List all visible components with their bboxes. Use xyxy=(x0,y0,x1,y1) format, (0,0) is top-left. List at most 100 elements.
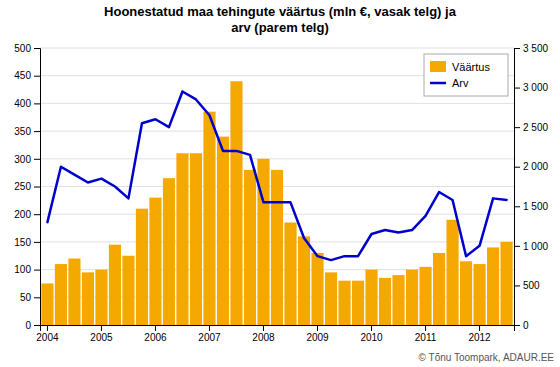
x-tick-mark xyxy=(371,325,372,331)
x-tick-mark xyxy=(425,325,426,331)
y2-tick-label: 1 500 xyxy=(523,201,548,212)
y2-tick-label: 3 000 xyxy=(523,82,548,93)
bar xyxy=(163,178,175,325)
x-tick-label: 2011 xyxy=(415,332,437,343)
y2-axis-line xyxy=(515,49,521,326)
x-tick: 2007 xyxy=(198,325,221,343)
title: Hoonestatud maa tehingute väärtus (mln €… xyxy=(104,4,457,35)
y2-tick-label: 3 500 xyxy=(523,43,548,54)
y-tick-label: 350 xyxy=(14,126,31,137)
bar xyxy=(136,209,148,325)
y2-tick: 3 000 xyxy=(514,82,548,93)
x-tick-label: 2005 xyxy=(90,332,113,343)
y2-tick-label: 1 000 xyxy=(523,241,548,252)
y-tick: 200 xyxy=(14,209,40,220)
y2-axis: 0 500 1 000 1 500 2 000 2 500 3 000 3 500 xyxy=(514,43,548,331)
y-tick-label: 0 xyxy=(25,320,31,331)
y-tick: 0 xyxy=(25,320,40,331)
y-tick-mark xyxy=(34,242,40,243)
y-tick: 250 xyxy=(14,181,40,192)
bar xyxy=(176,153,188,325)
x-tick: 2004 xyxy=(36,325,59,343)
x-tick: 2006 xyxy=(144,325,167,343)
bar xyxy=(419,267,431,325)
y-tick: 350 xyxy=(14,126,40,137)
bar xyxy=(122,256,134,325)
grid-line xyxy=(40,158,514,159)
y-tick-label: 50 xyxy=(20,292,32,303)
x-tick: 2012 xyxy=(468,325,491,343)
y2-tick-mark xyxy=(514,246,520,247)
grid-line xyxy=(40,131,514,132)
y-tick: 450 xyxy=(14,70,40,81)
x-axis-line xyxy=(41,326,515,332)
bar xyxy=(460,261,472,325)
x-tick-mark xyxy=(155,325,156,331)
y-tick-label: 400 xyxy=(14,98,31,109)
bar xyxy=(338,281,350,325)
bar xyxy=(487,247,499,325)
bar xyxy=(284,223,296,325)
x-tick-label: 2010 xyxy=(360,332,383,343)
y-tick-mark xyxy=(34,270,40,271)
marks xyxy=(41,81,512,325)
y-tick-mark xyxy=(34,103,40,104)
legend-swatch xyxy=(430,82,446,85)
x-tick-mark xyxy=(101,325,102,331)
bar xyxy=(311,253,323,325)
y2-tick-label: 0 xyxy=(523,320,529,331)
chart: 2004 2005 2006 2007 2008 2009 2010 2011 2012 0 50 1… xyxy=(0,0,560,367)
x-tick: 2010 xyxy=(360,325,383,343)
grid-line xyxy=(40,48,514,49)
y2-tick: 2 000 xyxy=(514,161,548,172)
bar xyxy=(149,198,161,325)
bar xyxy=(500,242,512,325)
bar xyxy=(190,153,202,325)
y-tick: 150 xyxy=(14,237,40,248)
y-tick-mark xyxy=(34,159,40,160)
bar xyxy=(41,283,53,325)
bar xyxy=(230,81,242,325)
bar xyxy=(244,170,256,325)
bar xyxy=(217,137,229,325)
x-tick: 2009 xyxy=(306,325,329,343)
bar xyxy=(68,259,80,325)
x-tick-mark xyxy=(263,325,264,331)
y2-tick-mark xyxy=(514,285,520,286)
x-tick-label: 2009 xyxy=(306,332,329,343)
y-tick-label: 100 xyxy=(14,264,31,275)
bars xyxy=(41,81,512,325)
y2-tick-mark xyxy=(514,206,520,207)
grid-line xyxy=(40,103,514,104)
bar xyxy=(446,220,458,325)
x-tick-mark xyxy=(479,325,480,331)
bar xyxy=(392,275,404,325)
x-tick-label: 2008 xyxy=(252,332,275,343)
y2-tick-mark xyxy=(514,325,520,326)
y2-tick-mark xyxy=(514,167,520,168)
y2-tick-label: 500 xyxy=(523,280,540,291)
y2-tick: 3 500 xyxy=(514,43,548,54)
bar xyxy=(82,272,94,325)
legend-label: Väärtus xyxy=(452,61,490,73)
bar xyxy=(473,264,485,325)
bar xyxy=(271,170,283,325)
legend-swatch xyxy=(430,61,446,72)
y-tick: 300 xyxy=(14,154,40,165)
y-tick-label: 450 xyxy=(14,70,31,81)
y2-tick: 2 500 xyxy=(514,122,548,133)
y-tick-label: 150 xyxy=(14,237,31,248)
y-tick: 500 xyxy=(14,43,40,54)
x-tick-label: 2012 xyxy=(468,332,491,343)
y-tick-label: 250 xyxy=(14,181,31,192)
bar xyxy=(109,245,121,325)
y2-tick-label: 2 000 xyxy=(523,161,548,172)
y2-tick: 1 500 xyxy=(514,201,548,212)
bar xyxy=(365,270,377,325)
y-tick-mark xyxy=(34,297,40,298)
y-axis: 0 50 100 150 200 250 300 350 400 450 500 xyxy=(14,43,40,331)
y-tick-label: 200 xyxy=(14,209,31,220)
x-tick-mark xyxy=(47,325,48,331)
y2-tick: 1 000 xyxy=(514,241,548,252)
legend-label: Arv xyxy=(452,77,469,89)
